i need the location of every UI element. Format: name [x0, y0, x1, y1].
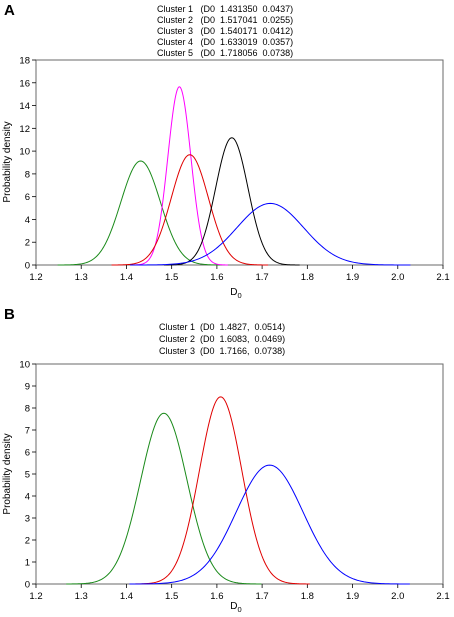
panel-a-legend-entry-5: Cluster 5 (D0 1.718056 0.0738) [157, 48, 293, 58]
panel-a-x-tick-label: 1.6 [210, 272, 223, 283]
panel-a: A Cluster 1 (D0 1.431350 0.0437) Cluster… [2, 2, 450, 300]
panel-a-x-axis-label-subscript: 0 [238, 291, 242, 300]
panel-b-x-axis-label: D0 [230, 601, 241, 614]
panel-a-plot-area [35, 59, 444, 266]
panel-b-y-tick-label: 6 [25, 448, 30, 459]
panel-b-y-tick-label: 0 [25, 580, 30, 591]
panel-b-y-tick-label: 9 [25, 382, 30, 393]
panel-a-x-tick-label: 1.5 [165, 272, 178, 283]
panel-a-y-tick-label: 10 [19, 147, 30, 158]
panel-a-x-axis-label: D0 [230, 287, 241, 300]
panel-a-y-tick-label: 0 [25, 261, 30, 272]
panel-b-y-axis-label: Probability density [2, 433, 13, 514]
panel-a-legend-entry-4: Cluster 4 (D0 1.633019 0.0357) [157, 37, 293, 47]
panel-b-legend: Cluster 1 (D0 1.4827, 0.0514) Cluster 2 … [159, 322, 285, 356]
panel-b-x-tick-label: 1.8 [301, 591, 314, 602]
panel-b-y-axis: 0 1 2 3 4 5 6 7 8 9 10 [19, 360, 36, 591]
panel-b-x-tick-label: 1.6 [210, 591, 223, 602]
panel-a-legend: Cluster 1 (D0 1.431350 0.0437) Cluster 2… [157, 4, 293, 58]
panel-b-series [66, 396, 410, 585]
panel-b-letter: B [4, 306, 15, 323]
panel-a-legend-entry-1: Cluster 1 (D0 1.431350 0.0437) [157, 4, 293, 14]
panel-a-x-tick-label: 1.2 [29, 272, 42, 283]
panel-a-y-tick-label: 12 [19, 124, 30, 135]
panel-b-y-tick-label: 4 [25, 492, 30, 503]
panel-b-y-tick-label: 10 [19, 360, 30, 371]
panel-a-x-axis-label-main: D [230, 287, 237, 298]
panel-b-x-tick-label: 2.0 [391, 591, 404, 602]
panel-a-y-axis: 0 2 4 6 8 10 12 14 16 18 [19, 56, 36, 272]
panel-a-series [57, 86, 411, 266]
panel-b-series-line-cluster-3 [129, 464, 410, 585]
panel-a-y-tick-label: 2 [25, 238, 30, 249]
panel-a-x-tick-label: 1.3 [75, 272, 88, 283]
panel-a-y-tick-label: 8 [25, 169, 30, 180]
panel-b-series-line-cluster-2 [131, 396, 310, 585]
panel-b-x-tick-label: 1.5 [165, 591, 178, 602]
panel-b-x-tick-label: 1.2 [29, 591, 42, 602]
panel-b-y-tick-label: 7 [25, 426, 30, 437]
panel-a-series-line-cluster-5 [130, 202, 411, 266]
panel-a-x-tick-label: 2.1 [436, 272, 449, 283]
panel-b-y-tick-label: 8 [25, 404, 30, 415]
panel-b-y-tick-label: 1 [25, 558, 30, 569]
panel-a-x-tick-label: 1.9 [346, 272, 359, 283]
panel-a-x-tick-label: 1.4 [120, 272, 133, 283]
panel-a-x-tick-label: 1.7 [256, 272, 269, 283]
panel-b-legend-entry-3: Cluster 3 (D0 1.7166, 0.0738) [159, 346, 285, 356]
panel-a-letter: A [4, 2, 15, 19]
panel-b-y-tick-label: 3 [25, 514, 30, 525]
panel-b-y-tick-label: 5 [25, 470, 30, 481]
panel-b-x-tick-label: 1.4 [120, 591, 133, 602]
panel-a-y-tick-label: 16 [19, 78, 30, 89]
panel-b-y-tick-label: 2 [25, 536, 30, 547]
panel-a-x-tick-label: 1.8 [301, 272, 314, 283]
panel-b-x-tick-label: 2.1 [436, 591, 449, 602]
panel-b-x-axis: 1.2 1.3 1.4 1.5 1.6 1.7 1.8 1.9 2.0 2.1 [29, 584, 450, 602]
panel-a-legend-entry-3: Cluster 3 (D0 1.540171 0.0412) [157, 26, 293, 36]
panel-a-legend-entry-2: Cluster 2 (D0 1.517041 0.0255) [157, 15, 293, 25]
panel-a-x-tick-label: 2.0 [391, 272, 404, 283]
panel-a-series-line-cluster-3 [111, 154, 269, 266]
panel-b-x-tick-label: 1.3 [75, 591, 88, 602]
panel-a-y-tick-label: 4 [25, 215, 30, 226]
panel-b-x-tick-label: 1.7 [256, 591, 269, 602]
panel-a-y-tick-label: 6 [25, 192, 30, 203]
panel-a-y-tick-label: 18 [19, 56, 30, 67]
panel-b-legend-entry-1: Cluster 1 (D0 1.4827, 0.0514) [159, 322, 285, 332]
panel-b-x-axis-label-subscript: 0 [238, 605, 242, 614]
panel-a-series-line-cluster-1 [57, 160, 224, 266]
panel-b-x-axis-label-main: D [230, 601, 237, 612]
panel-b: B Cluster 1 (D0 1.4827, 0.0514) Cluster … [2, 306, 450, 614]
panel-b-legend-entry-2: Cluster 2 (D0 1.6083, 0.0469) [159, 334, 285, 344]
panel-b-series-line-cluster-1 [66, 412, 262, 585]
panel-a-series-line-cluster-2 [130, 86, 228, 266]
panel-a-y-tick-label: 14 [19, 101, 30, 112]
panel-a-y-axis-label: Probability density [2, 121, 13, 202]
panel-b-x-tick-label: 1.9 [346, 591, 359, 602]
panel-a-x-axis: 1.2 1.3 1.4 1.5 1.6 1.7 1.8 1.9 2.0 2.1 [29, 265, 450, 283]
panel-b-plot-area [35, 363, 444, 585]
